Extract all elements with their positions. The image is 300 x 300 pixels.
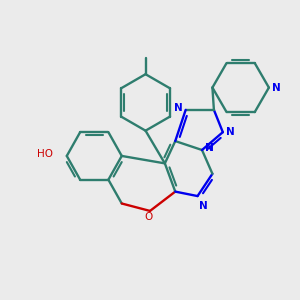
Text: O: O	[144, 212, 153, 222]
Text: HO: HO	[38, 148, 53, 159]
Text: N: N	[174, 103, 183, 113]
Text: N: N	[205, 142, 214, 153]
Text: N: N	[205, 142, 214, 153]
Text: N: N	[199, 200, 208, 211]
Text: N: N	[272, 82, 280, 93]
Text: N: N	[226, 127, 235, 137]
